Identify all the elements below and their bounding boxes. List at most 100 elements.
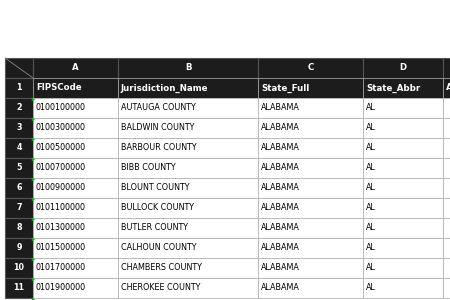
Text: ALABAMA: ALABAMA (261, 143, 300, 152)
Text: 9: 9 (16, 244, 22, 253)
Bar (5, 198, 33, 218)
Bar (363, 278, 443, 298)
Text: AL: AL (366, 143, 376, 152)
Bar (363, 258, 443, 278)
Bar (33, 278, 118, 298)
Text: ALABAMA: ALABAMA (261, 103, 300, 112)
Text: Jurisdiction_Name: Jurisdiction_Name (121, 83, 208, 93)
Bar (363, 218, 443, 238)
Text: 11: 11 (14, 284, 24, 292)
Text: AL: AL (366, 203, 376, 212)
Bar (5, 98, 33, 118)
Bar (118, 58, 258, 78)
Text: BLOUNT COUNTY: BLOUNT COUNTY (121, 184, 189, 193)
Text: AL: AL (366, 184, 376, 193)
Text: B: B (185, 64, 191, 73)
Text: AL: AL (366, 244, 376, 253)
Text: ALABAMA: ALABAMA (261, 263, 300, 272)
Bar (118, 218, 258, 238)
Text: A1a: A1a (446, 83, 450, 92)
Text: CALHOUN COUNTY: CALHOUN COUNTY (121, 244, 197, 253)
Text: AL: AL (366, 124, 376, 133)
Text: A: A (72, 64, 79, 73)
Text: AL: AL (366, 284, 376, 292)
Text: 0101700000: 0101700000 (36, 263, 86, 272)
Text: BALDWIN COUNTY: BALDWIN COUNTY (121, 124, 194, 133)
Text: 7: 7 (16, 203, 22, 212)
Bar (363, 198, 443, 218)
Text: CHAMBERS COUNTY: CHAMBERS COUNTY (121, 263, 202, 272)
Text: CHEROKEE COUNTY: CHEROKEE COUNTY (121, 284, 200, 292)
Bar (5, 178, 33, 198)
Text: 5: 5 (16, 164, 22, 172)
Bar (258, 178, 363, 198)
Bar (443, 238, 450, 258)
Text: 0100100000: 0100100000 (36, 103, 86, 112)
Bar (118, 198, 258, 218)
Bar (118, 118, 258, 138)
Bar (118, 258, 258, 278)
Text: 0101500000: 0101500000 (36, 244, 86, 253)
Bar (363, 58, 443, 78)
Bar (258, 78, 363, 98)
Bar (5, 218, 33, 238)
Bar (5, 118, 33, 138)
Text: ALABAMA: ALABAMA (261, 164, 300, 172)
Text: ALABAMA: ALABAMA (261, 124, 300, 133)
Text: ALABAMA: ALABAMA (261, 284, 300, 292)
Bar (118, 238, 258, 258)
Text: AL: AL (366, 224, 376, 232)
Text: AL: AL (366, 164, 376, 172)
Text: AUTAUGA COUNTY: AUTAUGA COUNTY (121, 103, 196, 112)
Text: 1: 1 (16, 83, 22, 92)
Text: D: D (400, 64, 406, 73)
Text: ALABAMA: ALABAMA (261, 244, 300, 253)
Text: 2: 2 (16, 103, 22, 112)
Text: 0100700000: 0100700000 (36, 164, 86, 172)
Text: State_Abbr: State_Abbr (366, 83, 420, 93)
Text: 0100500000: 0100500000 (36, 143, 86, 152)
Bar (363, 98, 443, 118)
Text: 0101900000: 0101900000 (36, 284, 86, 292)
Bar (443, 118, 450, 138)
Bar (33, 158, 118, 178)
Text: 3: 3 (16, 124, 22, 133)
Bar (363, 238, 443, 258)
Text: 0101300000: 0101300000 (36, 224, 86, 232)
Text: AL: AL (366, 103, 376, 112)
Text: 4: 4 (16, 143, 22, 152)
Bar (363, 118, 443, 138)
Bar (33, 218, 118, 238)
Text: 0100900000: 0100900000 (36, 184, 86, 193)
Bar (5, 258, 33, 278)
Text: 10: 10 (14, 263, 24, 272)
Bar (363, 178, 443, 198)
Bar (258, 118, 363, 138)
Text: BIBB COUNTY: BIBB COUNTY (121, 164, 176, 172)
Text: 0101100000: 0101100000 (36, 203, 86, 212)
Text: ALABAMA: ALABAMA (261, 203, 300, 212)
Text: AL: AL (366, 263, 376, 272)
Bar (33, 258, 118, 278)
Bar (33, 178, 118, 198)
Text: ALABAMA: ALABAMA (261, 224, 300, 232)
Bar (258, 258, 363, 278)
Bar (5, 238, 33, 258)
Text: 0100300000: 0100300000 (36, 124, 86, 133)
Bar (443, 198, 450, 218)
Text: BULLOCK COUNTY: BULLOCK COUNTY (121, 203, 194, 212)
Bar (363, 138, 443, 158)
Bar (33, 78, 118, 98)
Bar (33, 238, 118, 258)
Text: C: C (307, 64, 314, 73)
Bar (258, 218, 363, 238)
Text: FIPSCode: FIPSCode (36, 83, 81, 92)
Bar (5, 78, 33, 98)
Text: BARBOUR COUNTY: BARBOUR COUNTY (121, 143, 197, 152)
Bar (443, 158, 450, 178)
Bar (258, 98, 363, 118)
Bar (443, 278, 450, 298)
Bar (5, 58, 33, 78)
Bar (443, 218, 450, 238)
Bar (118, 178, 258, 198)
